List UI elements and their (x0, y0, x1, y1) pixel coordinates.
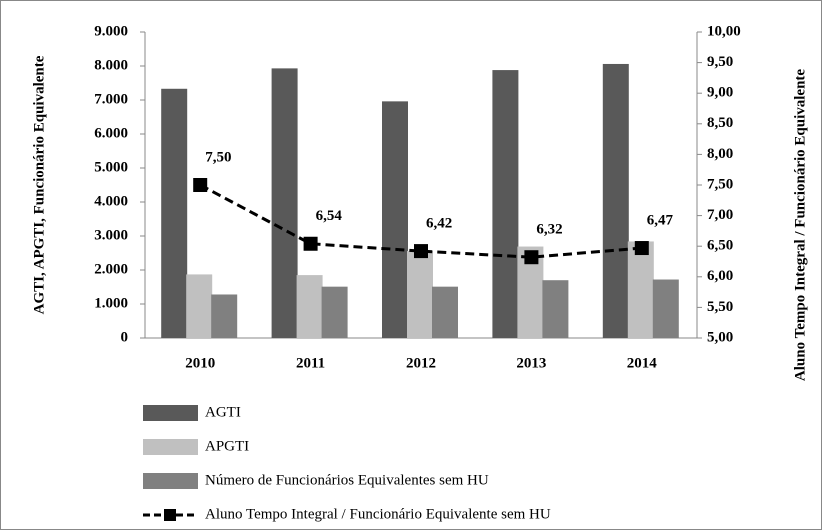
y2-tick-label: 5,00 (707, 329, 733, 345)
y2-tick-label: 7,00 (707, 207, 733, 223)
bar (432, 286, 458, 338)
y-tick-label: 4.000 (94, 193, 128, 209)
x-tick-label: 2011 (296, 355, 325, 371)
y-tick-label: 8.000 (94, 57, 128, 73)
y2-tick-label: 5,50 (707, 299, 733, 315)
y2-tick-label: 8,50 (707, 115, 733, 131)
bar (296, 275, 323, 338)
data-label: 6,42 (426, 216, 452, 232)
line-marker (634, 241, 649, 256)
bar (186, 274, 213, 338)
y-tick-label: 7.000 (94, 91, 128, 107)
y2-tick-label: 7,50 (707, 176, 733, 192)
line-marker (414, 244, 428, 259)
legend-marker (164, 509, 176, 521)
legend-swatch (143, 439, 198, 455)
y-tick-label: 0 (121, 329, 129, 345)
y-tick-label: 2.000 (94, 261, 128, 277)
x-tick-label: 2013 (516, 355, 546, 371)
y2-tick-label: 10,00 (707, 23, 741, 39)
y-tick-label: 6.000 (94, 125, 128, 141)
x-tick-label: 2010 (185, 355, 215, 371)
data-label: 6,47 (647, 212, 674, 228)
data-label: 6,32 (536, 222, 562, 238)
bar (211, 294, 238, 338)
bar (602, 63, 629, 339)
data-label: 7,50 (205, 149, 231, 165)
bar (492, 70, 519, 338)
legend-label: APGTI (205, 438, 249, 454)
y-tick-label: 3.000 (94, 227, 128, 243)
bar (627, 241, 654, 338)
x-tick-label: 2012 (406, 355, 436, 371)
y2-tick-label: 9,00 (707, 85, 733, 101)
y-tick-label: 1.000 (94, 295, 128, 311)
legend-label: Número de Funcionários Equivalentes sem … (205, 472, 489, 488)
x-tick-label: 2014 (627, 355, 658, 371)
legend-label: AGTI (205, 404, 241, 420)
line (199, 183, 642, 259)
bar (321, 286, 348, 338)
legend-swatch (143, 405, 198, 421)
bar (407, 250, 433, 338)
bar (271, 68, 298, 338)
line-marker (524, 250, 539, 265)
y2-tick-label: 6,50 (707, 238, 733, 254)
line-marker (303, 236, 318, 251)
y-tick-label: 9.000 (94, 23, 128, 39)
y2-tick-label: 8,00 (707, 146, 733, 162)
bar (652, 279, 679, 338)
y-axis-label: AGTI, APGTI, Funcionário Equivalente (31, 55, 47, 314)
bar (161, 88, 188, 338)
line-marker (193, 178, 208, 192)
y-tick-label: 5.000 (94, 159, 128, 175)
bar (382, 101, 408, 338)
y2-axis-label: Aluno Tempo Integral / Funcionário Equiv… (792, 69, 808, 381)
legend-label: Aluno Tempo Integral / Funcionário Equiv… (205, 506, 551, 522)
data-label: 6,54 (316, 208, 343, 224)
bar (542, 280, 569, 338)
y2-tick-label: 9,50 (707, 54, 733, 70)
y2-tick-label: 6,00 (707, 268, 733, 284)
legend-swatch (143, 473, 198, 489)
